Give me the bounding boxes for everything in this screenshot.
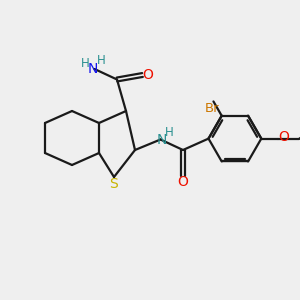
Text: Br: Br [205, 101, 219, 115]
Text: H: H [97, 54, 106, 68]
Text: H: H [80, 57, 89, 70]
Text: O: O [142, 68, 153, 82]
Text: N: N [157, 133, 167, 146]
Text: O: O [278, 130, 289, 144]
Text: O: O [178, 175, 188, 188]
Text: S: S [110, 177, 118, 190]
Text: N: N [88, 62, 98, 76]
Text: H: H [165, 125, 174, 139]
